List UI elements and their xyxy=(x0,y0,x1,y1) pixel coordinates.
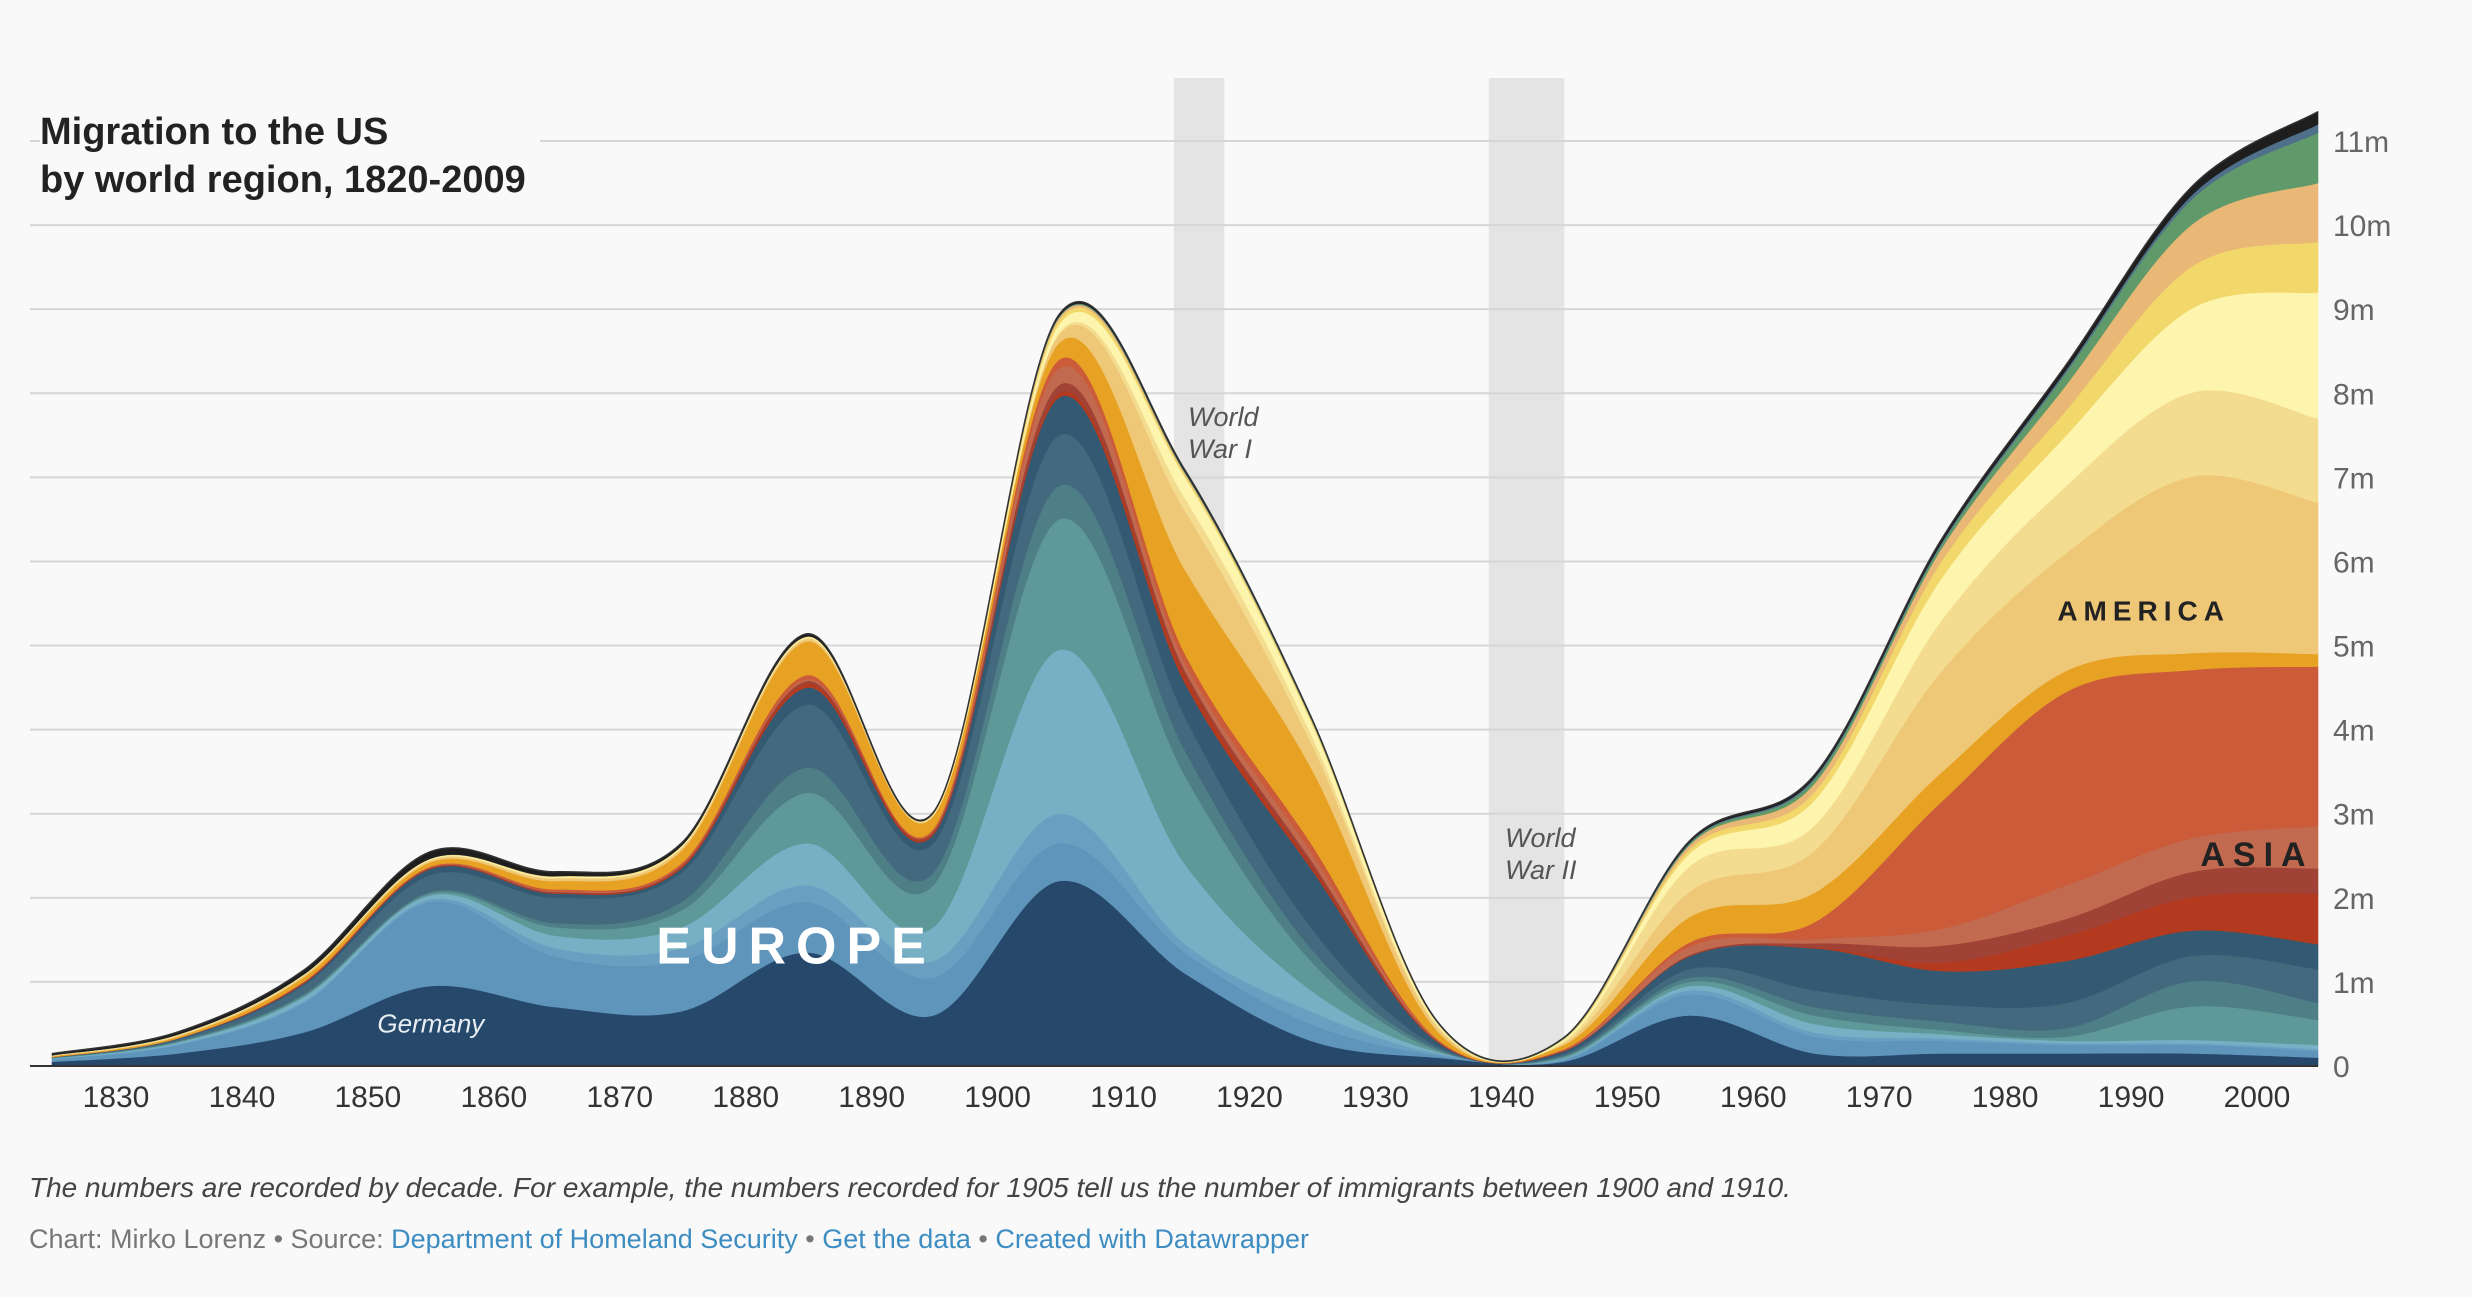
y-tick-label: 3m xyxy=(2333,799,2375,832)
x-tick-label: 1910 xyxy=(1090,1081,1157,1114)
region-annotation: AMERICA xyxy=(2057,595,2230,626)
war-label-line-1: World xyxy=(1188,402,1259,432)
y-tick-label: 1m xyxy=(2333,967,2375,1000)
title-line-1: Migration to the US xyxy=(40,111,389,153)
war-band xyxy=(1488,78,1565,1066)
y-tick-label: 2m xyxy=(2333,883,2375,916)
region-annotation: Germany xyxy=(377,1008,486,1038)
region-annotations: EUROPE Germany AMERICA ASIA xyxy=(377,595,2313,1038)
y-tick-label: 11m xyxy=(2333,126,2389,159)
y-tick-label: 7m xyxy=(2333,462,2375,495)
y-axis-ticks: 0 1m 2m 3m 4m 5m 6m 7m 8m 9m 10m 11m xyxy=(2333,126,2391,1084)
x-tick-label: 1870 xyxy=(586,1081,653,1114)
byline: Chart: Mirko Lorenz • Source: Department… xyxy=(29,1224,1309,1255)
y-tick-label: 5m xyxy=(2333,631,2375,664)
x-tick-label: 1940 xyxy=(1468,1081,1535,1114)
chart-title: Migration to the US by world region, 182… xyxy=(40,108,540,204)
x-tick-label: 1880 xyxy=(712,1081,779,1114)
chart-note: The numbers are recorded by decade. For … xyxy=(29,1172,1791,1203)
region-annotation: EUROPE xyxy=(656,917,936,975)
x-tick-label: 1890 xyxy=(838,1081,905,1114)
x-tick-label: 1850 xyxy=(335,1081,402,1114)
y-tick-label: 0 xyxy=(2333,1051,2350,1084)
y-tick-label: 9m xyxy=(2333,294,2375,327)
x-tick-label: 1860 xyxy=(460,1081,527,1114)
war-label-line-2: War II xyxy=(1505,855,1577,885)
x-tick-label: 1900 xyxy=(964,1081,1031,1114)
region-annotation: ASIA xyxy=(2200,836,2313,874)
byline-separator: • xyxy=(970,1224,996,1254)
x-tick-label: 1980 xyxy=(1972,1081,2039,1114)
stream-outline xyxy=(51,110,2319,1062)
x-tick-label: 1970 xyxy=(1846,1081,1913,1114)
y-tick-label: 6m xyxy=(2333,546,2375,579)
source-link[interactable]: Department of Homeland Security xyxy=(391,1224,798,1254)
x-tick-label: 1960 xyxy=(1720,1081,1787,1114)
datawrapper-link[interactable]: Created with Datawrapper xyxy=(995,1224,1309,1254)
y-tick-label: 10m xyxy=(2333,210,2391,243)
x-tick-label: 1950 xyxy=(1594,1081,1661,1114)
x-tick-label: 2000 xyxy=(2224,1081,2291,1114)
byline-prefix: Chart: Mirko Lorenz • Source: xyxy=(29,1224,392,1254)
y-tick-label: 4m xyxy=(2333,715,2375,748)
x-tick-label: 1830 xyxy=(83,1081,150,1114)
y-tick-label: 8m xyxy=(2333,378,2375,411)
stream-areas xyxy=(51,110,2319,1067)
x-axis-ticks: 1830 1840 1850 1860 1870 1880 1890 1900 1910 1920… xyxy=(83,1081,2291,1114)
x-tick-label: 1990 xyxy=(2098,1081,2165,1114)
get-data-link[interactable]: Get the data xyxy=(822,1224,971,1254)
war-label-line-2: War I xyxy=(1188,434,1253,464)
x-tick-label: 1840 xyxy=(209,1081,276,1114)
war-label-line-1: World xyxy=(1505,823,1576,853)
x-tick-label: 1920 xyxy=(1216,1081,1283,1114)
x-tick-label: 1930 xyxy=(1342,1081,1409,1114)
byline-separator: • xyxy=(797,1224,823,1254)
title-line-2: by world region, 1820-2009 xyxy=(40,159,526,201)
